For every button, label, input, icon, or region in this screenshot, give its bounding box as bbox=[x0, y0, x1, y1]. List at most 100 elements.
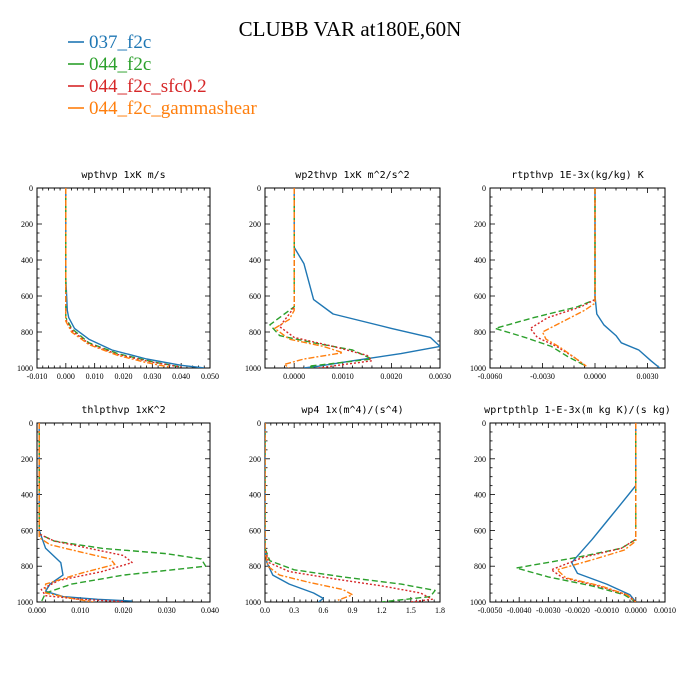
y-tick-label: 0 bbox=[482, 184, 486, 193]
x-tick-label: 0.0020 bbox=[380, 372, 402, 381]
legend-label: 044_f2c_sfc0.2 bbox=[89, 76, 207, 97]
series-line bbox=[556, 423, 637, 602]
x-tick-label: 0.030 bbox=[143, 372, 161, 381]
x-tick-label: -0.010 bbox=[27, 372, 48, 381]
x-tick-label: 0.0010 bbox=[332, 372, 354, 381]
legend-label: 044_f2c bbox=[89, 54, 151, 75]
y-tick-label: 200 bbox=[474, 220, 486, 229]
x-tick-label: 0.050 bbox=[201, 372, 219, 381]
y-tick-label: 200 bbox=[21, 220, 33, 229]
x-tick-label: 0.040 bbox=[201, 606, 219, 615]
y-tick-label: 600 bbox=[249, 292, 261, 301]
x-tick-label: 0.6 bbox=[318, 606, 328, 615]
y-tick-label: 600 bbox=[21, 292, 33, 301]
x-tick-label: -0.0040 bbox=[507, 606, 532, 615]
series-line bbox=[265, 423, 433, 602]
series-group bbox=[65, 188, 205, 368]
y-tick-label: 1000 bbox=[17, 364, 33, 373]
chart-panel: wpthvp 1xK m/s 0 200 400 600 800 1000-0.010 0.0… bbox=[17, 170, 219, 381]
panel-title: wp4 1x(m^4)/(s^4) bbox=[301, 405, 403, 416]
series-line bbox=[65, 188, 205, 368]
series-line bbox=[38, 423, 116, 602]
x-tick-label: 0.0030 bbox=[637, 372, 659, 381]
series-line bbox=[515, 423, 637, 602]
y-tick-label: 600 bbox=[21, 526, 33, 535]
series-line bbox=[38, 423, 207, 602]
series-line bbox=[571, 423, 637, 602]
y-tick-label: 200 bbox=[249, 220, 261, 229]
x-tick-label: 0.040 bbox=[172, 372, 190, 381]
y-tick-label: 400 bbox=[474, 256, 486, 265]
series-group bbox=[269, 188, 440, 368]
x-tick-label: 0.0000 bbox=[584, 372, 606, 381]
x-tick-label: 0.000 bbox=[57, 372, 75, 381]
x-tick-label: 0.0000 bbox=[625, 606, 647, 615]
y-tick-label: 800 bbox=[474, 328, 486, 337]
x-tick-label: 0.010 bbox=[86, 372, 104, 381]
x-tick-label: -0.0020 bbox=[565, 606, 590, 615]
chart-panel: wprtpthlp 1-E-3x(m kg K)/(s kg) 0 200 400 60… bbox=[470, 405, 676, 615]
x-tick-label: 0.010 bbox=[71, 606, 89, 615]
y-tick-label: 1000 bbox=[470, 598, 486, 607]
series-line bbox=[278, 188, 373, 368]
series-line bbox=[594, 188, 661, 368]
x-tick-label: -0.0050 bbox=[478, 606, 503, 615]
x-tick-label: 1.8 bbox=[435, 606, 445, 615]
series-line bbox=[541, 188, 596, 367]
series-group bbox=[494, 188, 661, 368]
series-line bbox=[269, 188, 373, 368]
series-line bbox=[38, 423, 133, 602]
x-tick-label: -0.0030 bbox=[530, 372, 555, 381]
x-tick-label: 0.0 bbox=[260, 606, 270, 615]
y-tick-label: 0 bbox=[29, 419, 33, 428]
y-tick-label: 400 bbox=[21, 491, 33, 500]
y-tick-label: 200 bbox=[249, 455, 261, 464]
y-tick-label: 400 bbox=[249, 491, 261, 500]
x-tick-label: 0.000 bbox=[28, 606, 46, 615]
legend-label: 044_f2c_gammashear bbox=[89, 98, 257, 119]
x-tick-label: 0.020 bbox=[115, 372, 133, 381]
y-tick-label: 0 bbox=[482, 419, 486, 428]
panel-title: thlpthvp 1xK^2 bbox=[81, 405, 165, 416]
series-line bbox=[65, 188, 170, 368]
y-tick-label: 800 bbox=[249, 562, 261, 571]
plot-frame bbox=[264, 422, 441, 603]
y-tick-label: 0 bbox=[257, 184, 261, 193]
legend-label: 037_f2c bbox=[89, 32, 151, 53]
chart-panel: rtpthvp 1E-3x(kg/kg) K02004006008001000-… bbox=[470, 170, 666, 381]
series-group bbox=[38, 423, 207, 602]
y-tick-label: 600 bbox=[474, 526, 486, 535]
series-line bbox=[494, 188, 596, 367]
panel-title: wpthvp 1xK m/s bbox=[81, 170, 165, 181]
y-tick-label: 800 bbox=[249, 328, 261, 337]
x-tick-label: 0.9 bbox=[348, 606, 358, 615]
series-line bbox=[38, 423, 133, 602]
x-tick-label: -0.0060 bbox=[478, 372, 503, 381]
panel-title: wp2thvp 1xK m^2/s^2 bbox=[295, 170, 409, 181]
series-group bbox=[515, 423, 637, 602]
y-tick-label: 1000 bbox=[245, 364, 261, 373]
y-tick-label: 1000 bbox=[17, 598, 33, 607]
x-tick-label: 0.0010 bbox=[654, 606, 676, 615]
series-line bbox=[293, 188, 440, 368]
y-tick-label: 600 bbox=[249, 526, 261, 535]
legend-item: 044_f2c_sfc0.2 bbox=[68, 76, 207, 97]
legend-item: 044_f2c_gammashear bbox=[68, 98, 257, 119]
plot-frame bbox=[36, 187, 211, 369]
y-tick-label: 400 bbox=[21, 256, 33, 265]
y-tick-label: 200 bbox=[21, 455, 33, 464]
x-tick-label: 0.0030 bbox=[429, 372, 451, 381]
y-tick-label: 400 bbox=[249, 256, 261, 265]
panel-title: wprtpthlp 1-E-3x(m kg K)/(s kg) bbox=[484, 405, 671, 416]
x-tick-label: -0.0030 bbox=[536, 606, 561, 615]
series-line bbox=[265, 423, 436, 602]
y-tick-label: 800 bbox=[474, 562, 486, 571]
y-tick-label: 600 bbox=[474, 292, 486, 301]
chart-panel: wp2thvp 1xK m^2/s^2 0 200 400 600 800 1000 0.00… bbox=[245, 170, 451, 381]
x-tick-label: 1.2 bbox=[377, 606, 387, 615]
panel-title: rtpthvp 1E-3x(kg/kg) K bbox=[511, 170, 643, 181]
